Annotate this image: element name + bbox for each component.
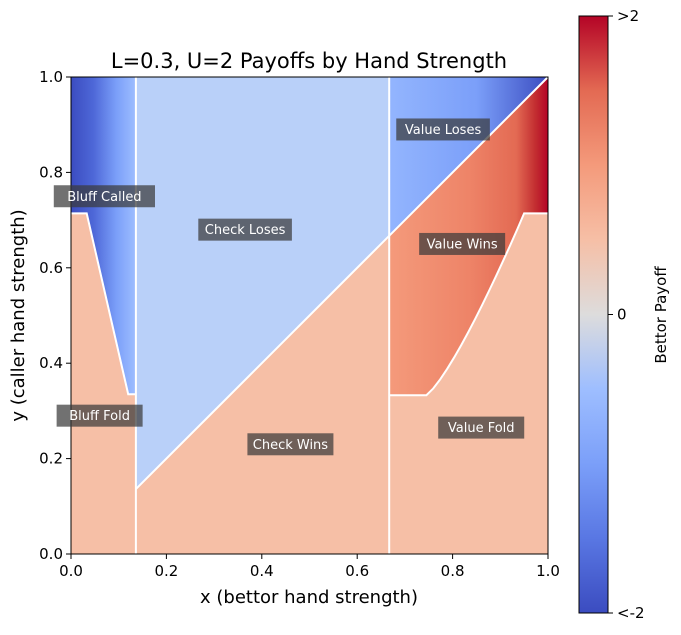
region-label-text: Bluff Fold — [69, 409, 130, 424]
region-label-box — [56, 404, 143, 427]
region-labels: Bluff Called Bluff Fold Check Loses Check W… — [53, 118, 525, 456]
region-label-bluff-called: Bluff Called — [53, 185, 155, 208]
region-label-value-wins: Value Wins — [419, 232, 506, 255]
region-label-text: Value Fold — [448, 421, 515, 436]
y-axis: 0.0 0.2 0.4 0.6 0.8 1.0 y (caller hand streng… — [8, 68, 71, 563]
y-tick-label: 0.6 — [39, 259, 63, 277]
colorbar: >2 0 <-2 Bettor Payoff — [578, 7, 670, 622]
boundary-bluff-call — [71, 212, 136, 396]
region-label-check-wins: Check Wins — [247, 433, 334, 456]
colorbar-label: Bettor Payoff — [652, 266, 670, 364]
x-tick-label: 0.8 — [441, 562, 465, 580]
region-label-check-loses: Check Loses — [198, 218, 292, 241]
y-tick-label: 1.0 — [39, 68, 63, 86]
region-label-value-fold: Value Fold — [438, 416, 525, 439]
chart-title: L=0.3, U=2 Payoffs by Hand Strength — [111, 49, 507, 73]
colorbar-tick-label: 0 — [617, 306, 627, 324]
y-axis-label: y (caller hand strength) — [8, 209, 29, 421]
region-label-bluff-fold: Bluff Fold — [56, 404, 143, 427]
y-tick-label: 0.4 — [39, 354, 63, 372]
region-label-value-loses: Value Loses — [396, 118, 490, 141]
x-tick-label: 1.0 — [536, 562, 560, 580]
region-bluff-fold — [71, 213, 136, 554]
y-tick-label: 0.0 — [39, 545, 63, 563]
region-value-fold — [389, 213, 548, 554]
region-label-box — [419, 232, 506, 255]
colorbar-gradient — [578, 15, 609, 614]
boundary-value-call — [389, 212, 548, 397]
region-label-text: Value Wins — [427, 237, 498, 252]
x-axis: 0.0 0.2 0.4 0.6 0.8 1.0 x (bettor hand streng… — [59, 554, 560, 608]
x-tick-label: 0.0 — [59, 562, 83, 580]
region-label-box — [396, 118, 490, 141]
region-label-box — [198, 218, 292, 241]
region-check-wins — [135, 235, 390, 555]
region-label-text: Check Wins — [253, 438, 329, 453]
x-axis-label: x (bettor hand strength) — [200, 587, 418, 608]
region-label-box — [438, 416, 525, 439]
region-bluff-called — [71, 77, 136, 395]
region-label-box — [247, 433, 334, 456]
region-label-text: Value Loses — [405, 123, 482, 138]
colorbar-ticks: >2 0 <-2 — [608, 7, 645, 622]
y-tick-label: 0.2 — [39, 450, 63, 468]
plot-frame — [70, 76, 549, 555]
x-tick-label: 0.4 — [250, 562, 274, 580]
region-label-text: Check Loses — [205, 223, 286, 238]
region-check-loses — [135, 77, 390, 490]
y-tick-label: 0.8 — [39, 163, 63, 181]
plot-area — [70, 76, 549, 555]
colorbar-tick-label: >2 — [617, 7, 639, 25]
region-label-text: Bluff Called — [67, 190, 141, 205]
colorbar-tick-label: <-2 — [617, 604, 645, 622]
boundary-diagonal — [135, 76, 549, 490]
y-tick-marks: 0.0 0.2 0.4 0.6 0.8 1.0 — [39, 68, 71, 563]
x-tick-label: 0.2 — [154, 562, 178, 580]
x-tick-label: 0.6 — [345, 562, 369, 580]
x-tick-marks: 0.0 0.2 0.4 0.6 0.8 1.0 — [59, 554, 560, 580]
region-label-box — [53, 185, 155, 208]
